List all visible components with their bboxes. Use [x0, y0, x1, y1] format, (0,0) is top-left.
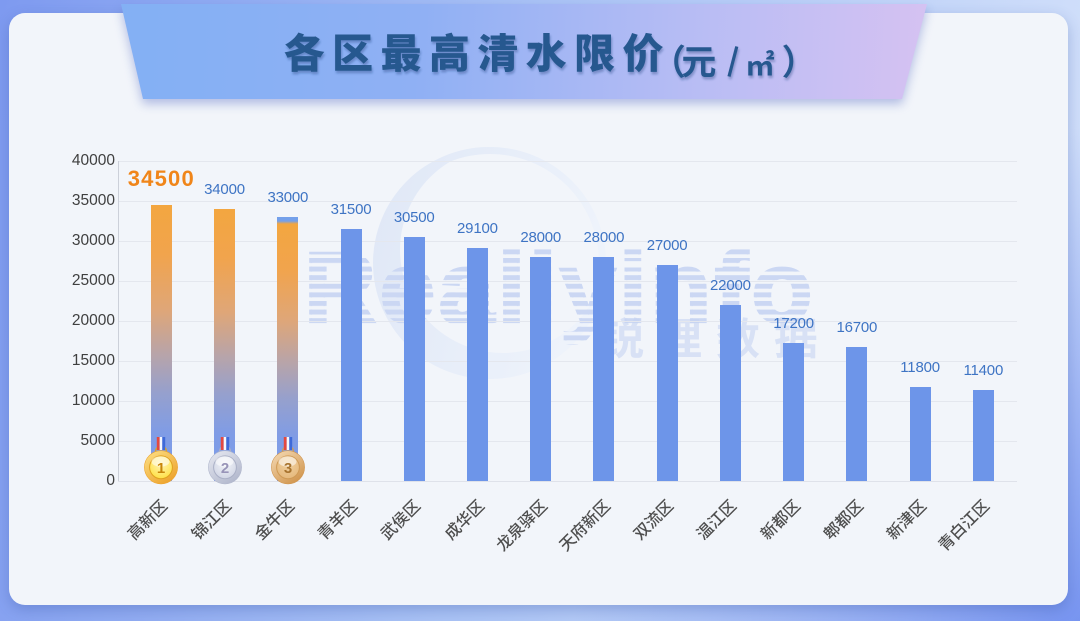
svg-text:1: 1 [157, 460, 165, 477]
svg-text:3: 3 [284, 460, 292, 477]
svg-text:2: 2 [220, 460, 228, 477]
